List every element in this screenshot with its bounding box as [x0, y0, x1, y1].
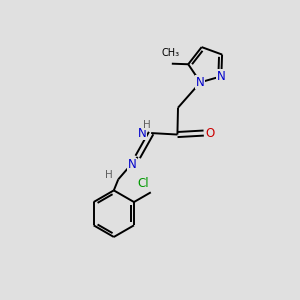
Text: N: N [217, 70, 226, 83]
Text: N: N [196, 76, 205, 89]
Text: CH₃: CH₃ [161, 48, 179, 58]
Text: H: H [143, 120, 151, 130]
Text: O: O [205, 127, 214, 140]
Text: Cl: Cl [138, 177, 149, 190]
Text: H: H [106, 170, 113, 180]
Text: N: N [138, 127, 147, 140]
Text: N: N [128, 158, 136, 171]
